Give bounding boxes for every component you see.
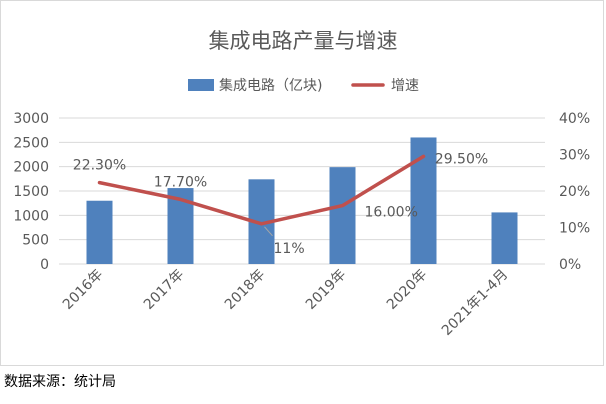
- x-tick-label: 2021年1-4月: [439, 267, 511, 339]
- y-right-tick-label: 10%: [559, 221, 590, 237]
- x-tick-label: 2019年: [303, 267, 349, 313]
- chart-title: 集成电路产量与增速: [209, 29, 398, 53]
- y-left-tick-label: 0: [40, 257, 49, 273]
- y-right-tick-label: 20%: [559, 184, 590, 200]
- chart-frame: 集成电路产量与增速 0 500 1000 1500 2000 2500 3000 0% 10% 20…: [0, 0, 604, 366]
- y-left-tick-label: 1500: [13, 184, 49, 200]
- bar: [491, 212, 518, 264]
- bar: [410, 137, 437, 264]
- data-label-leader: [264, 226, 273, 237]
- y-left-tick-label: 3000: [13, 111, 49, 127]
- legend-label-line: 增速: [391, 78, 419, 94]
- y-right-tick-label: 0%: [559, 257, 581, 273]
- bar: [329, 167, 356, 264]
- x-tick-label: 2016年: [60, 267, 106, 313]
- x-tick-label: 2020年: [384, 267, 430, 313]
- y-left-tick-label: 500: [22, 233, 49, 249]
- line-data-label: 11%: [274, 241, 305, 257]
- y-left-tick-label: 1000: [13, 208, 49, 224]
- legend-swatch-bar: [188, 79, 214, 91]
- legend-label-bar: 集成电路（亿块): [219, 77, 322, 94]
- line-data-label: 22.30%: [73, 158, 126, 174]
- y-left-tick-label: 2500: [13, 135, 49, 151]
- y-right-tick-label: 40%: [559, 111, 590, 127]
- growth-line: [97, 154, 426, 226]
- y-left-tick-label: 2000: [13, 160, 49, 176]
- y-right-tick-label: 30%: [559, 148, 590, 164]
- x-tick-label: 2017年: [141, 267, 187, 313]
- source-note: 数据来源：统计局: [4, 374, 116, 390]
- bar: [86, 200, 113, 264]
- line-data-label: 16.00%: [365, 205, 418, 221]
- chart-svg: 集成电路产量与增速 0 500 1000 1500 2000 2500 3000 0% 10% 20…: [13, 29, 590, 339]
- x-tick-label: 2018年: [222, 267, 268, 313]
- line-data-label: 29.50%: [435, 151, 488, 167]
- line-data-label: 17.70%: [154, 174, 207, 190]
